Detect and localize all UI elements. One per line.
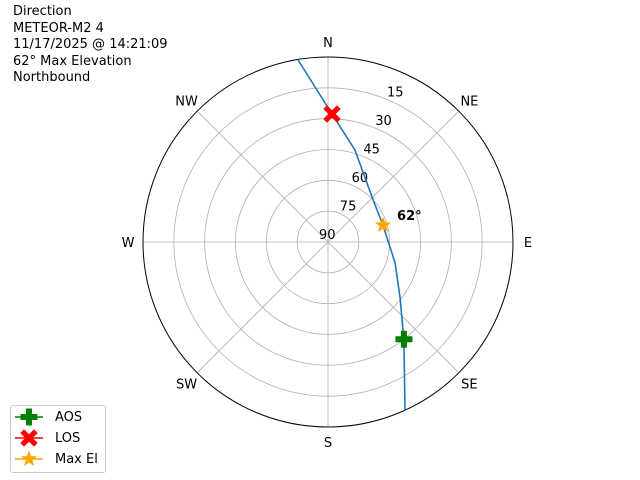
x-icon: [20, 429, 38, 447]
title-line: 11/17/2025 @ 14:21:09: [13, 37, 168, 52]
legend-symbols: [15, 408, 43, 466]
title-line: Northbound: [13, 70, 91, 85]
marker-plus: [395, 330, 413, 348]
direction-label-n: N: [323, 36, 333, 51]
plot-border: [142, 56, 514, 428]
direction-label-sw: SW: [176, 377, 197, 392]
elevation-tick-label: 30: [375, 114, 392, 129]
title-line: Direction: [13, 4, 72, 19]
elevation-tick-label: 75: [340, 200, 357, 215]
direction-label-ne: NE: [460, 95, 478, 110]
direction-label-s: S: [324, 436, 332, 451]
direction-label-nw: NW: [175, 95, 198, 110]
plus-icon: [20, 408, 38, 426]
grid-spoke: [327, 241, 460, 374]
title-line: METEOR-M2 4: [13, 20, 104, 36]
grid-spoke: [196, 241, 329, 374]
marker-plus: [20, 408, 38, 426]
marker-star: [374, 216, 392, 233]
legend-label-maxel: Max El: [55, 452, 98, 467]
marker-x: [323, 105, 341, 123]
elevation-tick-label: 45: [363, 143, 380, 158]
title-line: 62° Max Elevation: [13, 53, 132, 69]
elevation-tick-label: 90: [319, 228, 336, 243]
elevation-tick-label: 15: [387, 86, 404, 101]
plus-icon: [395, 330, 413, 348]
direction-label-se: SE: [461, 377, 477, 392]
legend: AOS LOS Max El: [10, 405, 106, 473]
direction-label-w: W: [122, 236, 135, 251]
star-icon: [20, 450, 38, 466]
x-icon: [323, 105, 341, 123]
legend-label-los: LOS: [55, 431, 81, 446]
direction-label-e: E: [524, 236, 532, 251]
star-icon: [374, 216, 392, 233]
legend-label-aos: AOS: [55, 410, 83, 425]
grid-spoke: [327, 110, 460, 243]
marker-star: [20, 450, 38, 466]
max-elevation-annotation: 62°: [397, 209, 422, 224]
grid-spoke: [196, 110, 329, 243]
chart-title: Direction METEOR-M2 4 11/17/2025 @ 14:21…: [13, 4, 168, 87]
marker-x: [20, 429, 38, 447]
